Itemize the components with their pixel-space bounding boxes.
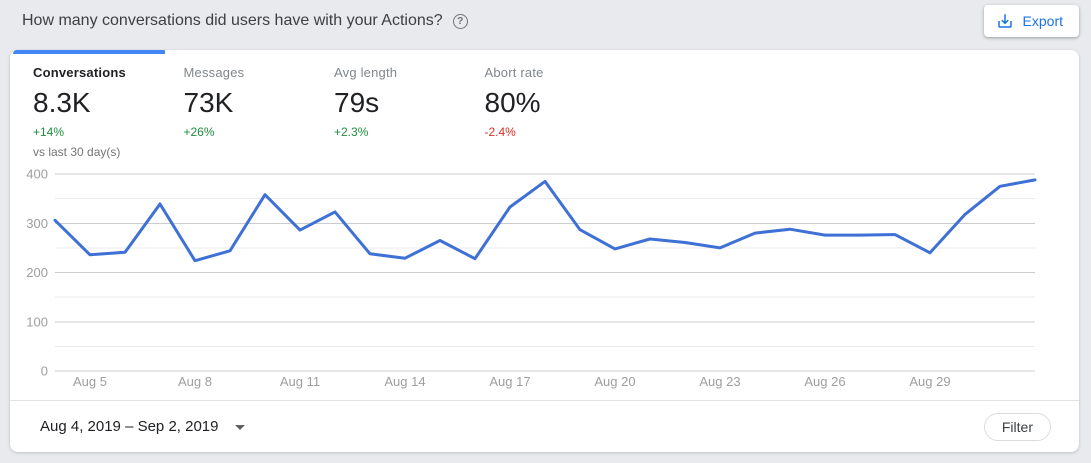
tab-avg-length[interactable]: Avg length 79s +2.3% (334, 50, 485, 159)
filter-button[interactable]: Filter (983, 413, 1051, 441)
help-glyph: ? (456, 15, 464, 27)
comparison-note: vs last 30 day(s) (33, 145, 121, 159)
chart-svg: 0 100 200 300 400 Aug 5 Aug 8 Aug 11 Aug 14 Aug 1… (26, 167, 1037, 389)
svg-text:Aug 5: Aug 5 (73, 374, 107, 389)
download-icon (997, 14, 1012, 28)
date-range-selector[interactable]: Aug 4, 2019 – Sep 2, 2019 (40, 401, 246, 452)
svg-text:Aug 8: Aug 8 (178, 374, 212, 389)
svg-text:300: 300 (26, 216, 48, 231)
tab-label: Abort rate (484, 65, 544, 80)
caret-down-icon (235, 425, 246, 430)
svg-text:100: 100 (26, 314, 48, 329)
tab-value: 73K (183, 87, 234, 118)
svg-text:400: 400 (26, 167, 48, 182)
tab-label: Conversations (33, 65, 126, 80)
tab-delta: +26% (183, 125, 215, 139)
metric-tabs: Conversations 8.3K +14% vs last 30 day(s… (33, 50, 635, 159)
export-button[interactable]: Export (983, 5, 1079, 37)
tab-value: 79s (334, 87, 380, 118)
analytics-card: Conversations 8.3K +14% vs last 30 day(s… (10, 50, 1079, 452)
title-row: How many conversations did users have wi… (22, 0, 468, 42)
tab-delta: +2.3% (334, 125, 369, 139)
svg-text:0: 0 (41, 364, 48, 379)
tab-conversations[interactable]: Conversations 8.3K +14% vs last 30 day(s… (33, 50, 184, 159)
card-footer: Aug 4, 2019 – Sep 2, 2019 Filter (10, 400, 1079, 452)
export-button-label: Export (1022, 13, 1063, 29)
svg-text:Aug 14: Aug 14 (384, 374, 425, 389)
tab-delta: -2.4% (484, 125, 516, 139)
svg-text:Aug 17: Aug 17 (489, 374, 530, 389)
help-icon[interactable]: ? (452, 13, 468, 29)
svg-text:200: 200 (26, 265, 48, 280)
svg-text:Aug 23: Aug 23 (699, 374, 740, 389)
svg-text:Aug 11: Aug 11 (280, 374, 320, 389)
tab-label: Avg length (334, 65, 398, 80)
page-title: How many conversations did users have wi… (22, 12, 443, 29)
date-range-label: Aug 4, 2019 – Sep 2, 2019 (40, 418, 219, 435)
tab-delta: +14% (33, 125, 65, 139)
tab-value: 8.3K (33, 87, 91, 118)
svg-text:Aug 29: Aug 29 (909, 374, 950, 389)
tab-messages[interactable]: Messages 73K +26% (184, 50, 335, 159)
active-tab-indicator (13, 50, 165, 54)
tab-value: 80% (484, 87, 541, 118)
svg-text:Aug 26: Aug 26 (804, 374, 845, 389)
tab-abort-rate[interactable]: Abort rate 80% -2.4% (485, 50, 636, 159)
svg-text:Aug 20: Aug 20 (594, 374, 635, 389)
tab-label: Messages (183, 65, 245, 80)
conversations-line-chart[interactable]: 0 100 200 300 400 Aug 5 Aug 8 Aug 11 Aug 14 Aug 1… (10, 155, 1079, 400)
page-header: How many conversations did users have wi… (0, 0, 1091, 50)
filter-button-label: Filter (1001, 419, 1033, 435)
